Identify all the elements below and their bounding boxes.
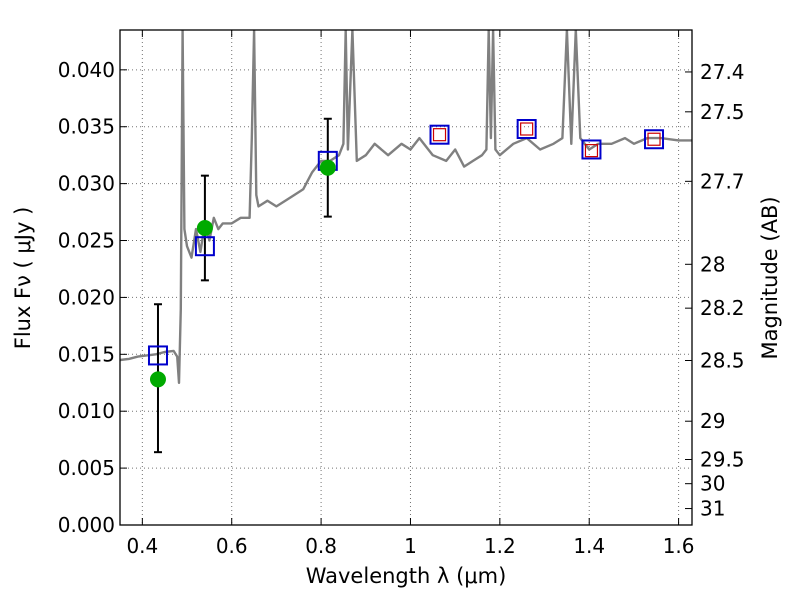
red-square-point bbox=[432, 128, 447, 142]
x-tick-label: 0.8 bbox=[305, 534, 337, 558]
x-tick-label: 1.4 bbox=[573, 534, 605, 558]
x-tick-label: 1.6 bbox=[663, 534, 695, 558]
y2-tick-label: 31 bbox=[700, 497, 725, 521]
plot-frame bbox=[119, 29, 693, 526]
y2-tick-label: 28.2 bbox=[700, 296, 745, 320]
y2-tick-label: 28.5 bbox=[700, 349, 745, 373]
plot-layer bbox=[120, 30, 692, 454]
y-axis-label: Flux Fν ( μJy ) bbox=[11, 207, 35, 350]
x-axis-label: Wavelength λ (μm) bbox=[306, 564, 507, 588]
x-tick-label: 0.4 bbox=[126, 534, 158, 558]
y2-tick-label: 27.4 bbox=[700, 60, 745, 84]
y-tick-label: 0.020 bbox=[58, 285, 115, 309]
y2-tick-label: 28 bbox=[700, 252, 725, 276]
x-tick-label: 0.6 bbox=[216, 534, 248, 558]
green-point bbox=[319, 159, 336, 176]
y-tick-label: 0.030 bbox=[58, 172, 115, 196]
blue-square-point bbox=[194, 236, 215, 257]
green-point bbox=[149, 371, 166, 388]
y2-tick-label: 30 bbox=[700, 472, 725, 496]
blue-square-point bbox=[429, 124, 450, 145]
y-tick-label: 0.040 bbox=[58, 58, 115, 82]
tick-layer: 0.4 0.6 0.8 1 1.2 1.4 1.6 0.000 0.005 0.010 0.015 0… bbox=[58, 30, 745, 558]
y2-tick-label: 27.5 bbox=[700, 100, 745, 124]
red-square-point bbox=[647, 132, 661, 146]
y-tick-label: 0.015 bbox=[58, 342, 115, 366]
y2-tick-label: 27.7 bbox=[700, 169, 745, 193]
y2-tick-label: 29 bbox=[700, 409, 725, 433]
red-square-point bbox=[584, 144, 599, 158]
blue-square-point bbox=[644, 129, 665, 150]
y2-tick-label: 29.5 bbox=[700, 448, 745, 472]
y-tick-label: 0.025 bbox=[58, 229, 115, 253]
y-tick-label: 0.005 bbox=[58, 456, 115, 480]
y-tick-label: 0.000 bbox=[58, 513, 115, 537]
green-point bbox=[196, 220, 213, 236]
y-tick-label: 0.035 bbox=[58, 115, 115, 139]
blue-square-point bbox=[147, 345, 168, 366]
y-tick-label: 0.010 bbox=[58, 399, 115, 423]
blue-square-point bbox=[581, 139, 602, 160]
plot-area bbox=[120, 30, 692, 454]
x-tick-label: 1.2 bbox=[484, 534, 516, 558]
blue-square-point bbox=[516, 119, 537, 139]
spectrum-line bbox=[120, 30, 692, 384]
y2-axis-label: Magnitude (AB) bbox=[758, 196, 782, 359]
x-tick-label: 1 bbox=[404, 534, 417, 558]
red-square-point bbox=[520, 122, 534, 136]
